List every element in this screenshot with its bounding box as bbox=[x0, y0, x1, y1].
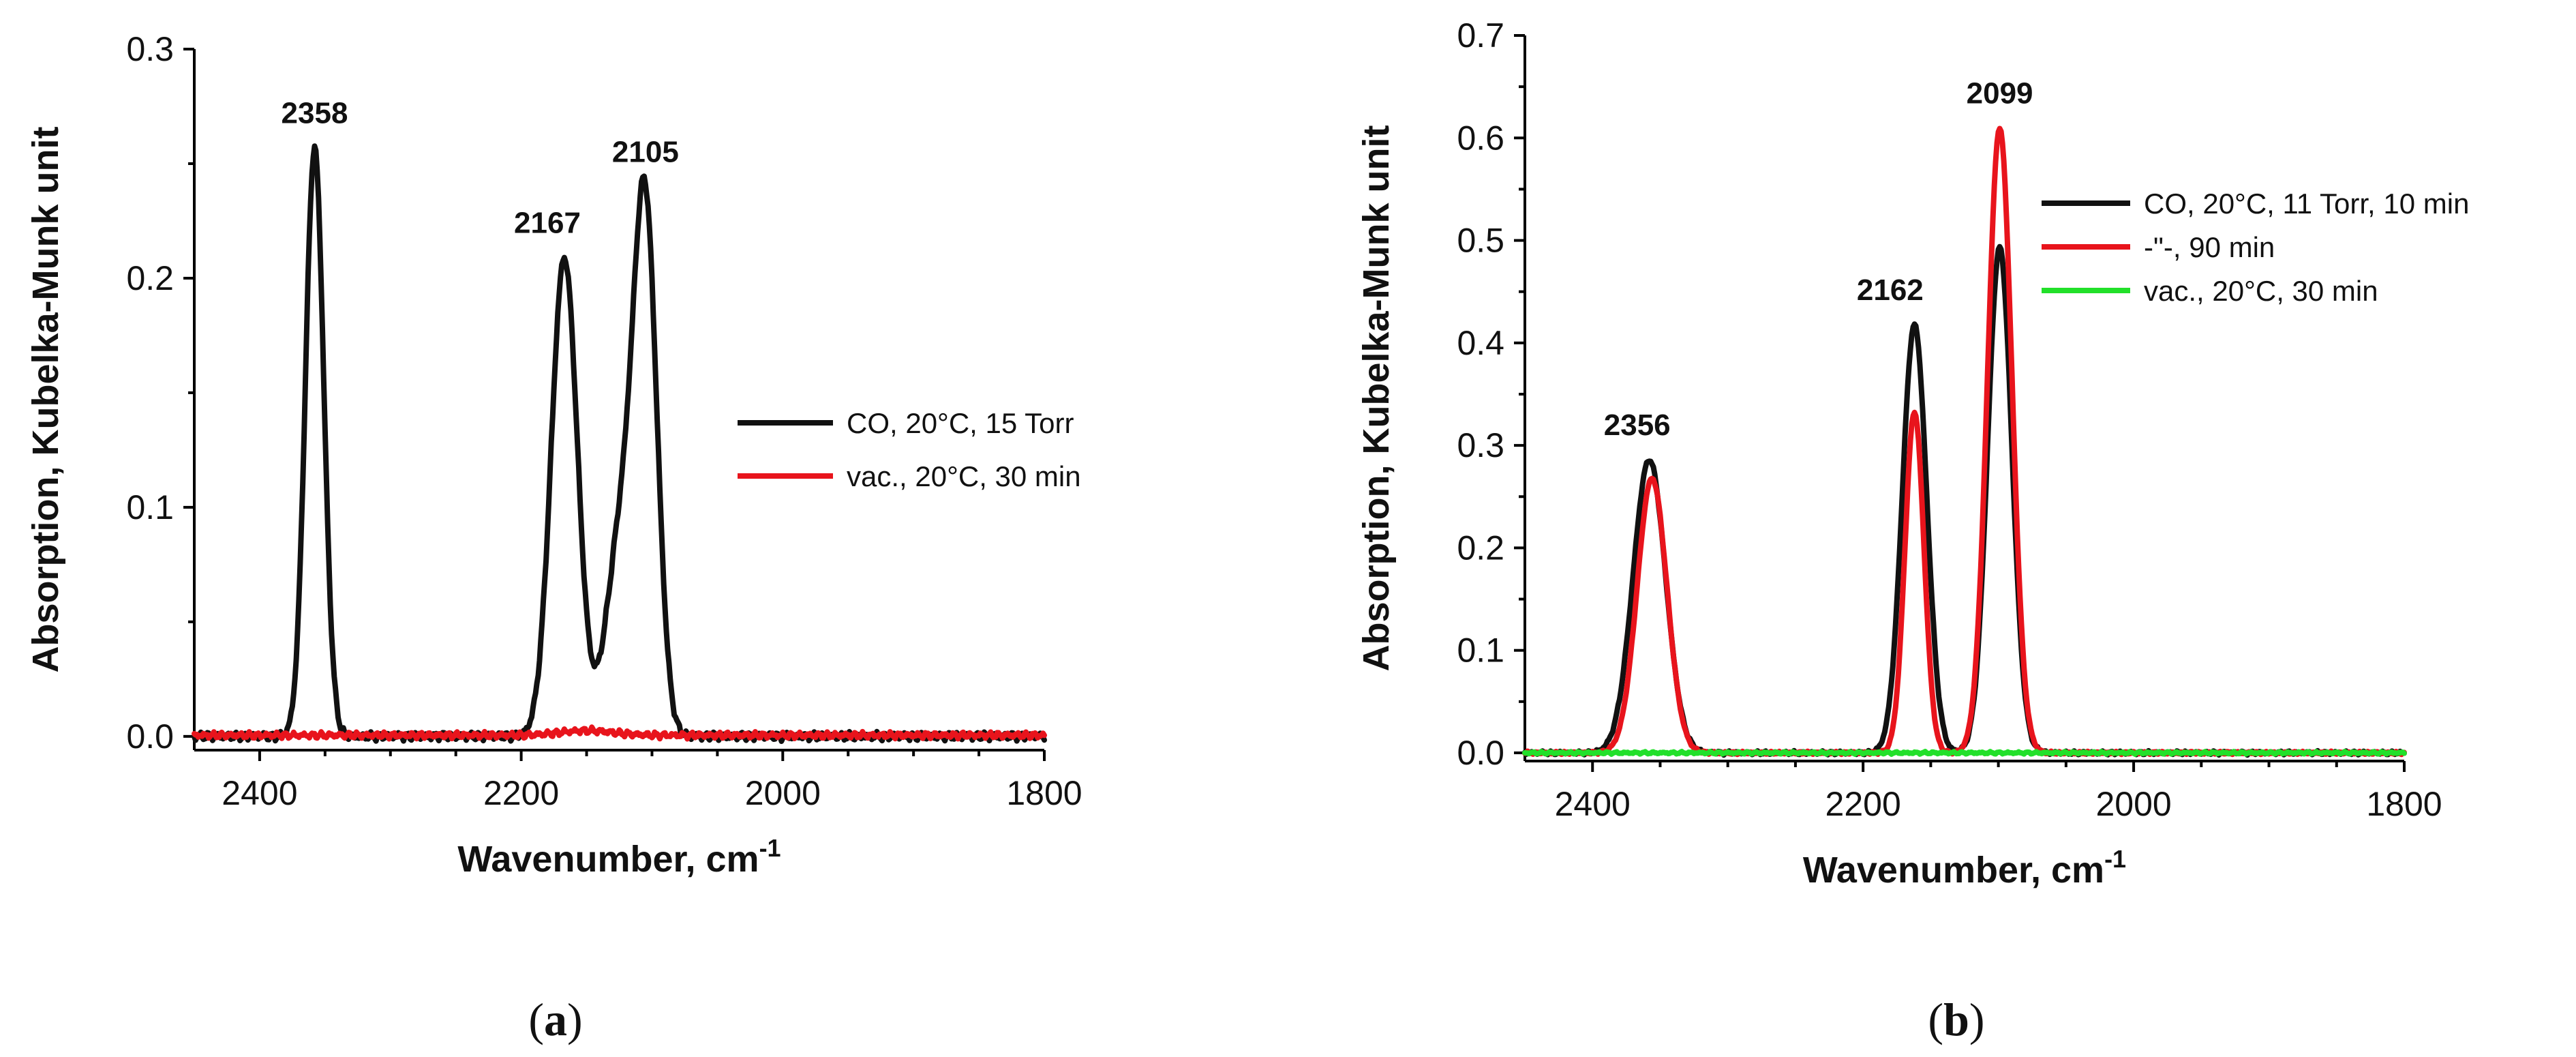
peak-label-a-2358: 2358 bbox=[282, 96, 348, 130]
series-line-a-co-20-c-15-torr bbox=[192, 143, 1047, 744]
peak-label-b-2162: 2162 bbox=[1857, 273, 1924, 307]
y-tick-label-b: 0.4 bbox=[1457, 324, 1504, 362]
y-tick-label-b: 0.5 bbox=[1457, 222, 1504, 260]
legend-label-b-90-min: -"-, 90 min bbox=[2144, 231, 2275, 263]
x-tick-label-a: 1800 bbox=[1006, 774, 1082, 812]
y-tick-label-a: 0.2 bbox=[126, 259, 174, 297]
legend-label-b-co-20-c-11-torr-10-min: CO, 20°C, 11 Torr, 10 min bbox=[2144, 188, 2469, 220]
y-tick-label-b: 0.1 bbox=[1457, 631, 1504, 670]
y-tick-label-b: 0.6 bbox=[1457, 119, 1504, 157]
peak-label-b-2356: 2356 bbox=[1604, 408, 1671, 442]
legend-label-a-vac-20-c-30-min: vac., 20°C, 30 min bbox=[847, 460, 1081, 492]
x-tick-label-b: 2400 bbox=[1555, 785, 1631, 823]
peak-label-a-2105: 2105 bbox=[612, 136, 679, 169]
chart-panel-b: 2400 2200 2000 1800 0.0 0.1 0.2 0.3 0.4 0.5 0.6 0.7… bbox=[1356, 16, 2469, 891]
peak-label-b-2099: 2099 bbox=[1967, 76, 2033, 110]
legend-label-a-co-20-c-15-torr: CO, 20°C, 15 Torr bbox=[847, 407, 1074, 439]
x-tick-label-a: 2200 bbox=[483, 774, 559, 812]
x-axis-title-b: Wavenumber, cm-1 bbox=[1803, 845, 2126, 891]
y-tick-label-b: 0.3 bbox=[1457, 426, 1504, 464]
y-tick-label-a: 0.3 bbox=[126, 30, 174, 68]
legend-label-b-vac-20-c-30-min: vac., 20°C, 30 min bbox=[2144, 275, 2378, 307]
x-tick-label-b: 1800 bbox=[2366, 785, 2442, 823]
x-tick-label-a: 2000 bbox=[745, 774, 821, 812]
series-line-b-vac-20-c-30-min bbox=[1522, 749, 2407, 757]
panel-label-a: (a) bbox=[528, 994, 582, 1045]
peak-label-a-2167: 2167 bbox=[514, 207, 581, 240]
y-tick-label-b: 0.2 bbox=[1457, 528, 1504, 567]
x-tick-label-a: 2400 bbox=[222, 774, 297, 812]
x-axis-title-a: Wavenumber, cm-1 bbox=[457, 834, 781, 880]
y-tick-label-b: 0.0 bbox=[1457, 734, 1504, 772]
series-line-a-vac-20-c-30-min bbox=[192, 724, 1047, 742]
x-tick-label-b: 2000 bbox=[2095, 785, 2171, 823]
y-tick-label-a: 0.0 bbox=[126, 717, 174, 756]
panel-label-b: (b) bbox=[1928, 994, 1984, 1045]
y-tick-label-a: 0.1 bbox=[126, 488, 174, 526]
y-axis-title-b: Absorption, Kubelka-Munk unit bbox=[1356, 125, 1397, 672]
y-tick-label-b: 0.7 bbox=[1457, 16, 1504, 55]
y-axis-title-a: Absorption, Kubelka-Munk unit bbox=[25, 127, 66, 673]
chart-panel-a: 2400 2200 2000 1800 0.0 0.1 0.2 0.3 Wavenumber, … bbox=[25, 30, 1082, 880]
x-tick-label-b: 2200 bbox=[1825, 785, 1901, 823]
